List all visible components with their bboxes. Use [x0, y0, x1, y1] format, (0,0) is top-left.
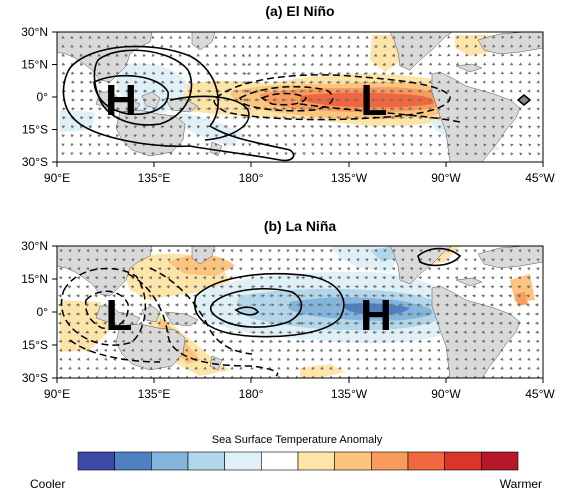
colorbar-left-label: Cooler: [30, 477, 65, 491]
colorbar-swatch: [151, 452, 188, 470]
lat-tick-label: 15°N: [21, 272, 48, 286]
colorbar-swatches: [78, 452, 518, 470]
lat-tick-label: 15°S: [22, 338, 48, 352]
lon-tick-label: 180°: [239, 387, 264, 401]
colorbar-title: Sea Surface Temperature Anomaly: [212, 434, 383, 446]
colorbar-swatch: [481, 452, 518, 470]
panel-el-nino: (a) El Niño: [21, 3, 555, 185]
colorbar-swatch: [298, 452, 335, 470]
lon-tick-label: 90°W: [431, 387, 461, 401]
lon-tick-label: 90°W: [431, 171, 461, 185]
lat-tick-label: 30°S: [22, 155, 48, 169]
colorbar-swatch: [445, 452, 482, 470]
lat-tick-label: 0°: [37, 90, 49, 104]
panel-la-nina: (b) La Niña: [21, 218, 555, 401]
lon-tick-label: 45°W: [525, 387, 555, 401]
colorbar-swatch: [371, 452, 408, 470]
lon-tick-label: 90°E: [44, 387, 70, 401]
colorbar-swatch: [335, 452, 372, 470]
colorbar-swatch: [115, 452, 152, 470]
panel-title: (a) El Niño: [265, 3, 334, 19]
colorbar: Sea Surface Temperature Anomaly Cooler W…: [30, 434, 542, 491]
lon-tick-label: 180°: [239, 171, 264, 185]
lat-tick-label: 30°N: [21, 25, 48, 39]
lon-tick-label: 135°W: [331, 171, 368, 185]
panel-title: (b) La Niña: [264, 218, 337, 234]
low-pressure-label: L: [106, 291, 133, 340]
lat-tick-label: 30°N: [21, 239, 48, 253]
high-pressure-label: H: [360, 291, 392, 340]
low-pressure-label: L: [361, 76, 388, 125]
lat-tick-label: 15°N: [21, 58, 48, 72]
colorbar-swatch: [408, 452, 445, 470]
colorbar-swatch: [188, 452, 225, 470]
lon-tick-label: 90°E: [44, 171, 70, 185]
lon-tick-label: 135°E: [138, 387, 171, 401]
colorbar-right-label: Warmer: [500, 477, 542, 491]
colorbar-swatch: [78, 452, 115, 470]
lon-tick-label: 45°W: [525, 171, 555, 185]
colorbar-swatch: [261, 452, 298, 470]
lat-tick-label: 30°S: [22, 371, 48, 385]
lon-tick-label: 135°W: [331, 387, 368, 401]
high-pressure-label: H: [105, 76, 137, 125]
lon-tick-label: 135°E: [138, 171, 171, 185]
lat-tick-label: 0°: [37, 305, 49, 319]
lat-tick-label: 15°S: [22, 123, 48, 137]
colorbar-swatch: [225, 452, 262, 470]
